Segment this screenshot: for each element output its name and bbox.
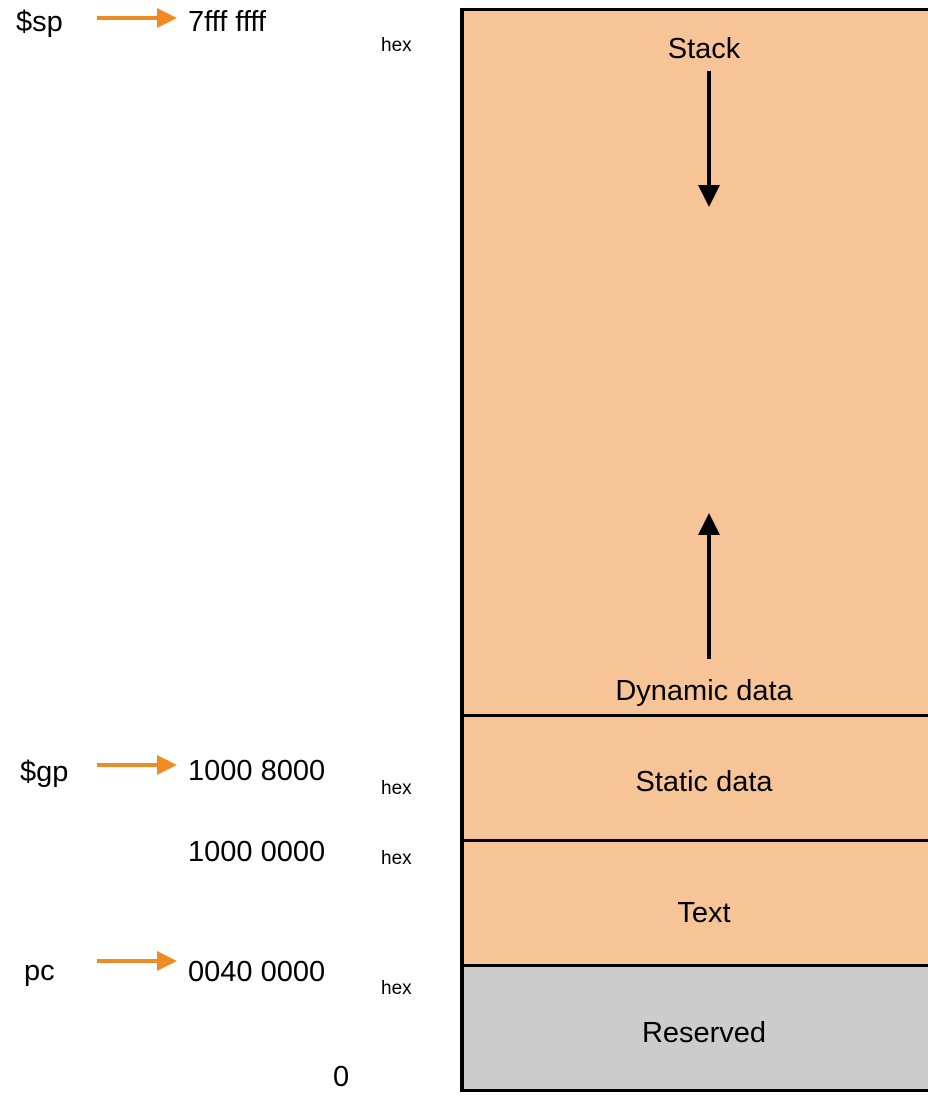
data-start-hex-suffix: hex [381,848,412,869]
pc-hex-suffix: hex [381,978,412,999]
sp-address: 7fff ffff [188,6,266,38]
reserved-label: Reserved [641,1017,767,1049]
heap-growth-up-arrow-icon [698,513,720,659]
dynamic-data-label: Dynamic data [615,675,793,707]
gp-address: 1000 8000 [188,755,326,787]
stack-dynamic-segment: Stack Dynamic data [460,8,928,716]
pc-address: 0040 0000 [188,956,326,988]
static-data-label: Static data [635,766,773,798]
sp-pointer-arrow-icon [97,8,177,28]
pc-register-label: pc [24,955,55,987]
pc-pointer-arrow-icon [97,951,177,971]
text-segment: Text [460,839,928,965]
text-label: Text [677,897,731,929]
static-data-segment: Static data [460,714,928,839]
stack-label: Stack [667,33,741,65]
gp-register-label: $gp [20,756,69,788]
gp-pointer-arrow-icon [97,755,177,775]
sp-register-label: $sp [16,6,63,38]
zero-address: 0 [333,1061,350,1093]
stack-growth-down-arrow-icon [698,71,720,207]
reserved-segment: Reserved [460,964,928,1092]
sp-hex-suffix: hex [381,35,412,56]
data-start-address: 1000 0000 [188,836,326,868]
gp-hex-suffix: hex [381,778,412,799]
